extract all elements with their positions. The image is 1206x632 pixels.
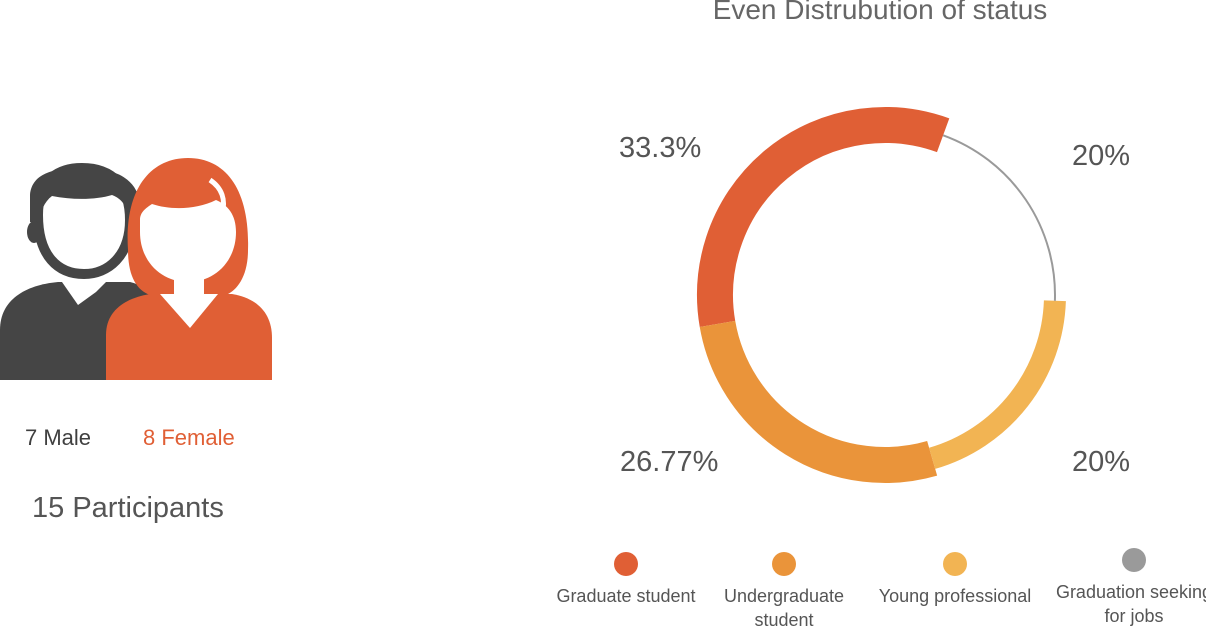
- legend-swatch-graduate-student: [614, 552, 638, 576]
- donut-slice-graduate-student: [697, 107, 950, 327]
- legend-label-graduate-student: Graduate student: [556, 586, 696, 606]
- donut-slice-graduation-seeking-for-jobs: [942, 134, 1056, 301]
- legend-label-undergraduate-student: Undergraduate student: [723, 586, 845, 630]
- legend-label-graduation-seeking-jobs: Graduation seeking for jobs: [1055, 582, 1206, 626]
- female-figure-icon: [106, 158, 272, 380]
- legend-label-young-professional: Young professional: [878, 586, 1032, 606]
- donut-slice-young-professional: [928, 300, 1066, 469]
- donut-slice-undergraduate-student: [699, 320, 938, 483]
- graduate-student-percent-label: 33.3%: [619, 132, 702, 164]
- undergraduate-student-percent-label: 26.77%: [620, 446, 719, 478]
- legend-item-graduation-seeking-jobs: Graduation seeking for jobs: [1044, 548, 1206, 628]
- legend-item-young-professional: Young professional: [865, 552, 1045, 608]
- participants-total-label: 15 Participants: [32, 492, 224, 524]
- female-count-label: 8 Female: [143, 425, 235, 450]
- legend-item-undergraduate-student: Undergraduate student: [694, 552, 874, 632]
- legend-item-graduate-student: Graduate student: [536, 552, 716, 608]
- young-professional-percent-label: 20%: [1072, 446, 1131, 478]
- chart-title: Even Distrubution of status: [712, 0, 1048, 25]
- legend-swatch-graduation-seeking-jobs: [1122, 548, 1146, 572]
- participants-illustration: [0, 158, 272, 380]
- status-donut-chart: [697, 107, 1066, 483]
- graduation-seeking-jobs-percent-label: 20%: [1072, 140, 1131, 172]
- legend-swatch-undergraduate-student: [772, 552, 796, 576]
- male-count-label: 7 Male: [25, 425, 92, 450]
- legend-swatch-young-professional: [943, 552, 967, 576]
